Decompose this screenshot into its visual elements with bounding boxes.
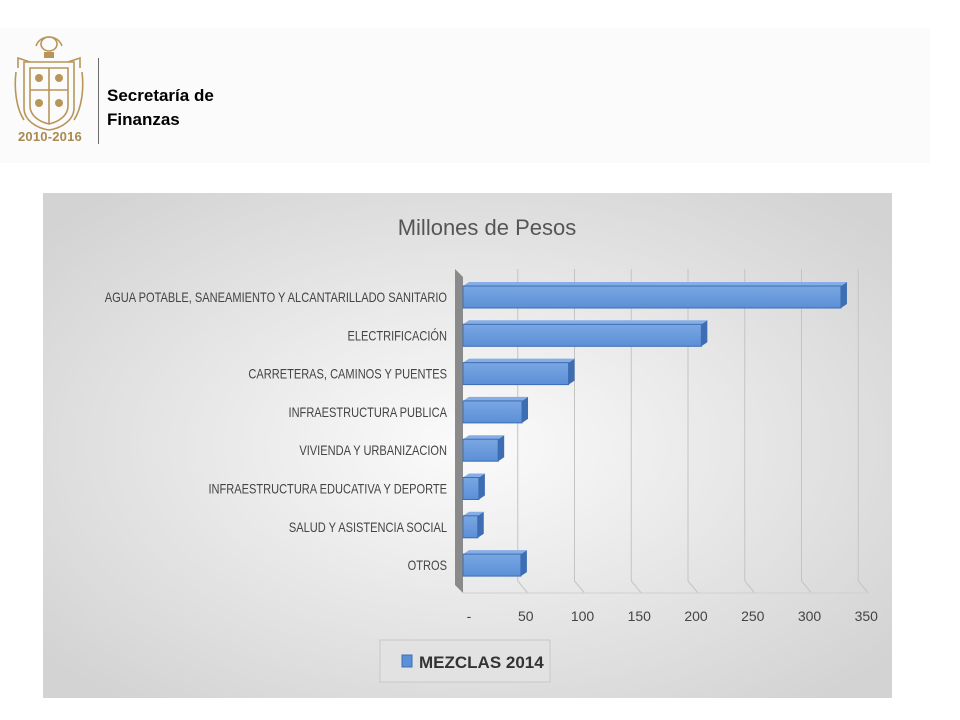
gridline-depth [801,580,812,594]
bar-top [463,282,847,286]
bar-top [463,511,484,516]
x-tick-label: 50 [518,608,534,624]
department-line-1: Secretaría de [107,86,214,105]
bar-side [568,358,575,385]
axis-wall [455,269,463,593]
bar-top [463,320,708,325]
legend-swatch [401,654,413,668]
x-tick-label: 350 [855,608,879,624]
bar [462,553,522,577]
category-label: AGUA POTABLE, SANEAMIENTO Y ALCANTARILLA… [105,290,447,305]
department-line-2: Finanzas [107,110,180,129]
bar [462,438,499,462]
gridline-depth [574,580,585,594]
legend-label: MEZCLAS 2014 [419,653,544,672]
bar-side [477,511,484,538]
bar-side [522,396,529,423]
gridline-depth [517,580,529,594]
bar-side [478,473,485,500]
gridline-depth [857,580,869,594]
bar-top [463,473,485,478]
gridline-depth [630,580,642,594]
bar [462,285,842,309]
bar [462,477,480,500]
gridline-depth [744,580,756,594]
bar-top [463,550,527,555]
header-divider [98,58,99,144]
category-label: VIVIENDA Y URBANIZACION [299,443,447,458]
x-tick-label: - [467,608,472,624]
category-label: OTROS [408,558,447,573]
category-label: ELECTRIFICACIÓN [347,327,447,343]
bar [462,515,479,539]
bar-chart: Millones de Pesos AGUA POTABLE, SANEAMIEN… [43,193,892,698]
x-tick-label: 250 [741,608,765,624]
bar-side [520,550,527,577]
department-name: Secretaría de Finanzas [107,84,214,132]
bar-top [463,396,529,401]
category-label: INFRAESTRUCTURA PUBLICA [289,405,448,420]
bar-side [498,435,505,462]
category-label: INFRAESTRUCTURA EDUCATIVA Y DEPORTE [208,481,447,496]
emblem-years: 2010-2016 [18,129,82,144]
bar [462,400,523,424]
chart-title: Millones de Pesos [398,215,577,240]
category-label: CARRETERAS, CAMINOS Y PUENTES [248,367,447,382]
x-tick-label: 100 [571,608,595,624]
bar [462,323,702,347]
state-emblem-logo [14,36,84,131]
x-tick-label: 150 [628,608,652,624]
bar-top [463,435,505,440]
bar-side [701,320,708,347]
bar [462,362,570,386]
x-tick-label: 300 [798,608,822,624]
chart-container: Millones de Pesos AGUA POTABLE, SANEAMIEN… [43,193,892,698]
category-label: SALUD Y ASISTENCIA SOCIAL [289,520,447,535]
bar-side [840,282,847,308]
x-tick-label: 200 [684,608,708,624]
bar-top [463,358,575,363]
page-header [0,28,930,163]
gridline-depth [687,580,699,594]
